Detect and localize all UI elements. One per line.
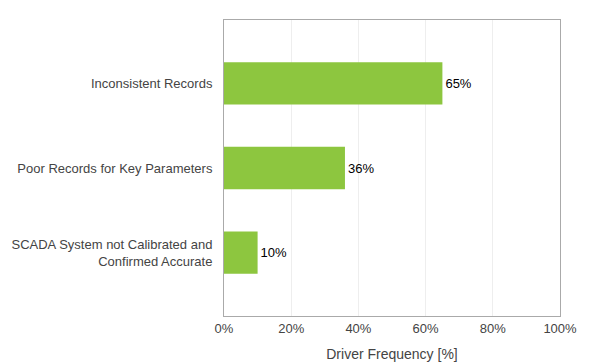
- svg-text:Driver Frequency [%]: Driver Frequency [%]: [326, 346, 457, 362]
- svg-text:40%: 40%: [345, 321, 371, 336]
- svg-text:20%: 20%: [278, 321, 304, 336]
- svg-text:100%: 100%: [543, 321, 577, 336]
- svg-text:0%: 0%: [215, 321, 234, 336]
- svg-text:SCADA System not Calibrated an: SCADA System not Calibrated andConfirmed…: [12, 237, 213, 269]
- svg-text:60%: 60%: [413, 321, 439, 336]
- svg-text:36%: 36%: [348, 161, 374, 176]
- svg-text:10%: 10%: [261, 245, 287, 260]
- svg-text:Inconsistent Records: Inconsistent Records: [91, 76, 213, 91]
- svg-text:80%: 80%: [480, 321, 506, 336]
- svg-text:65%: 65%: [445, 76, 471, 91]
- svg-text:Poor Records for Key Parameter: Poor Records for Key Parameters: [17, 161, 213, 176]
